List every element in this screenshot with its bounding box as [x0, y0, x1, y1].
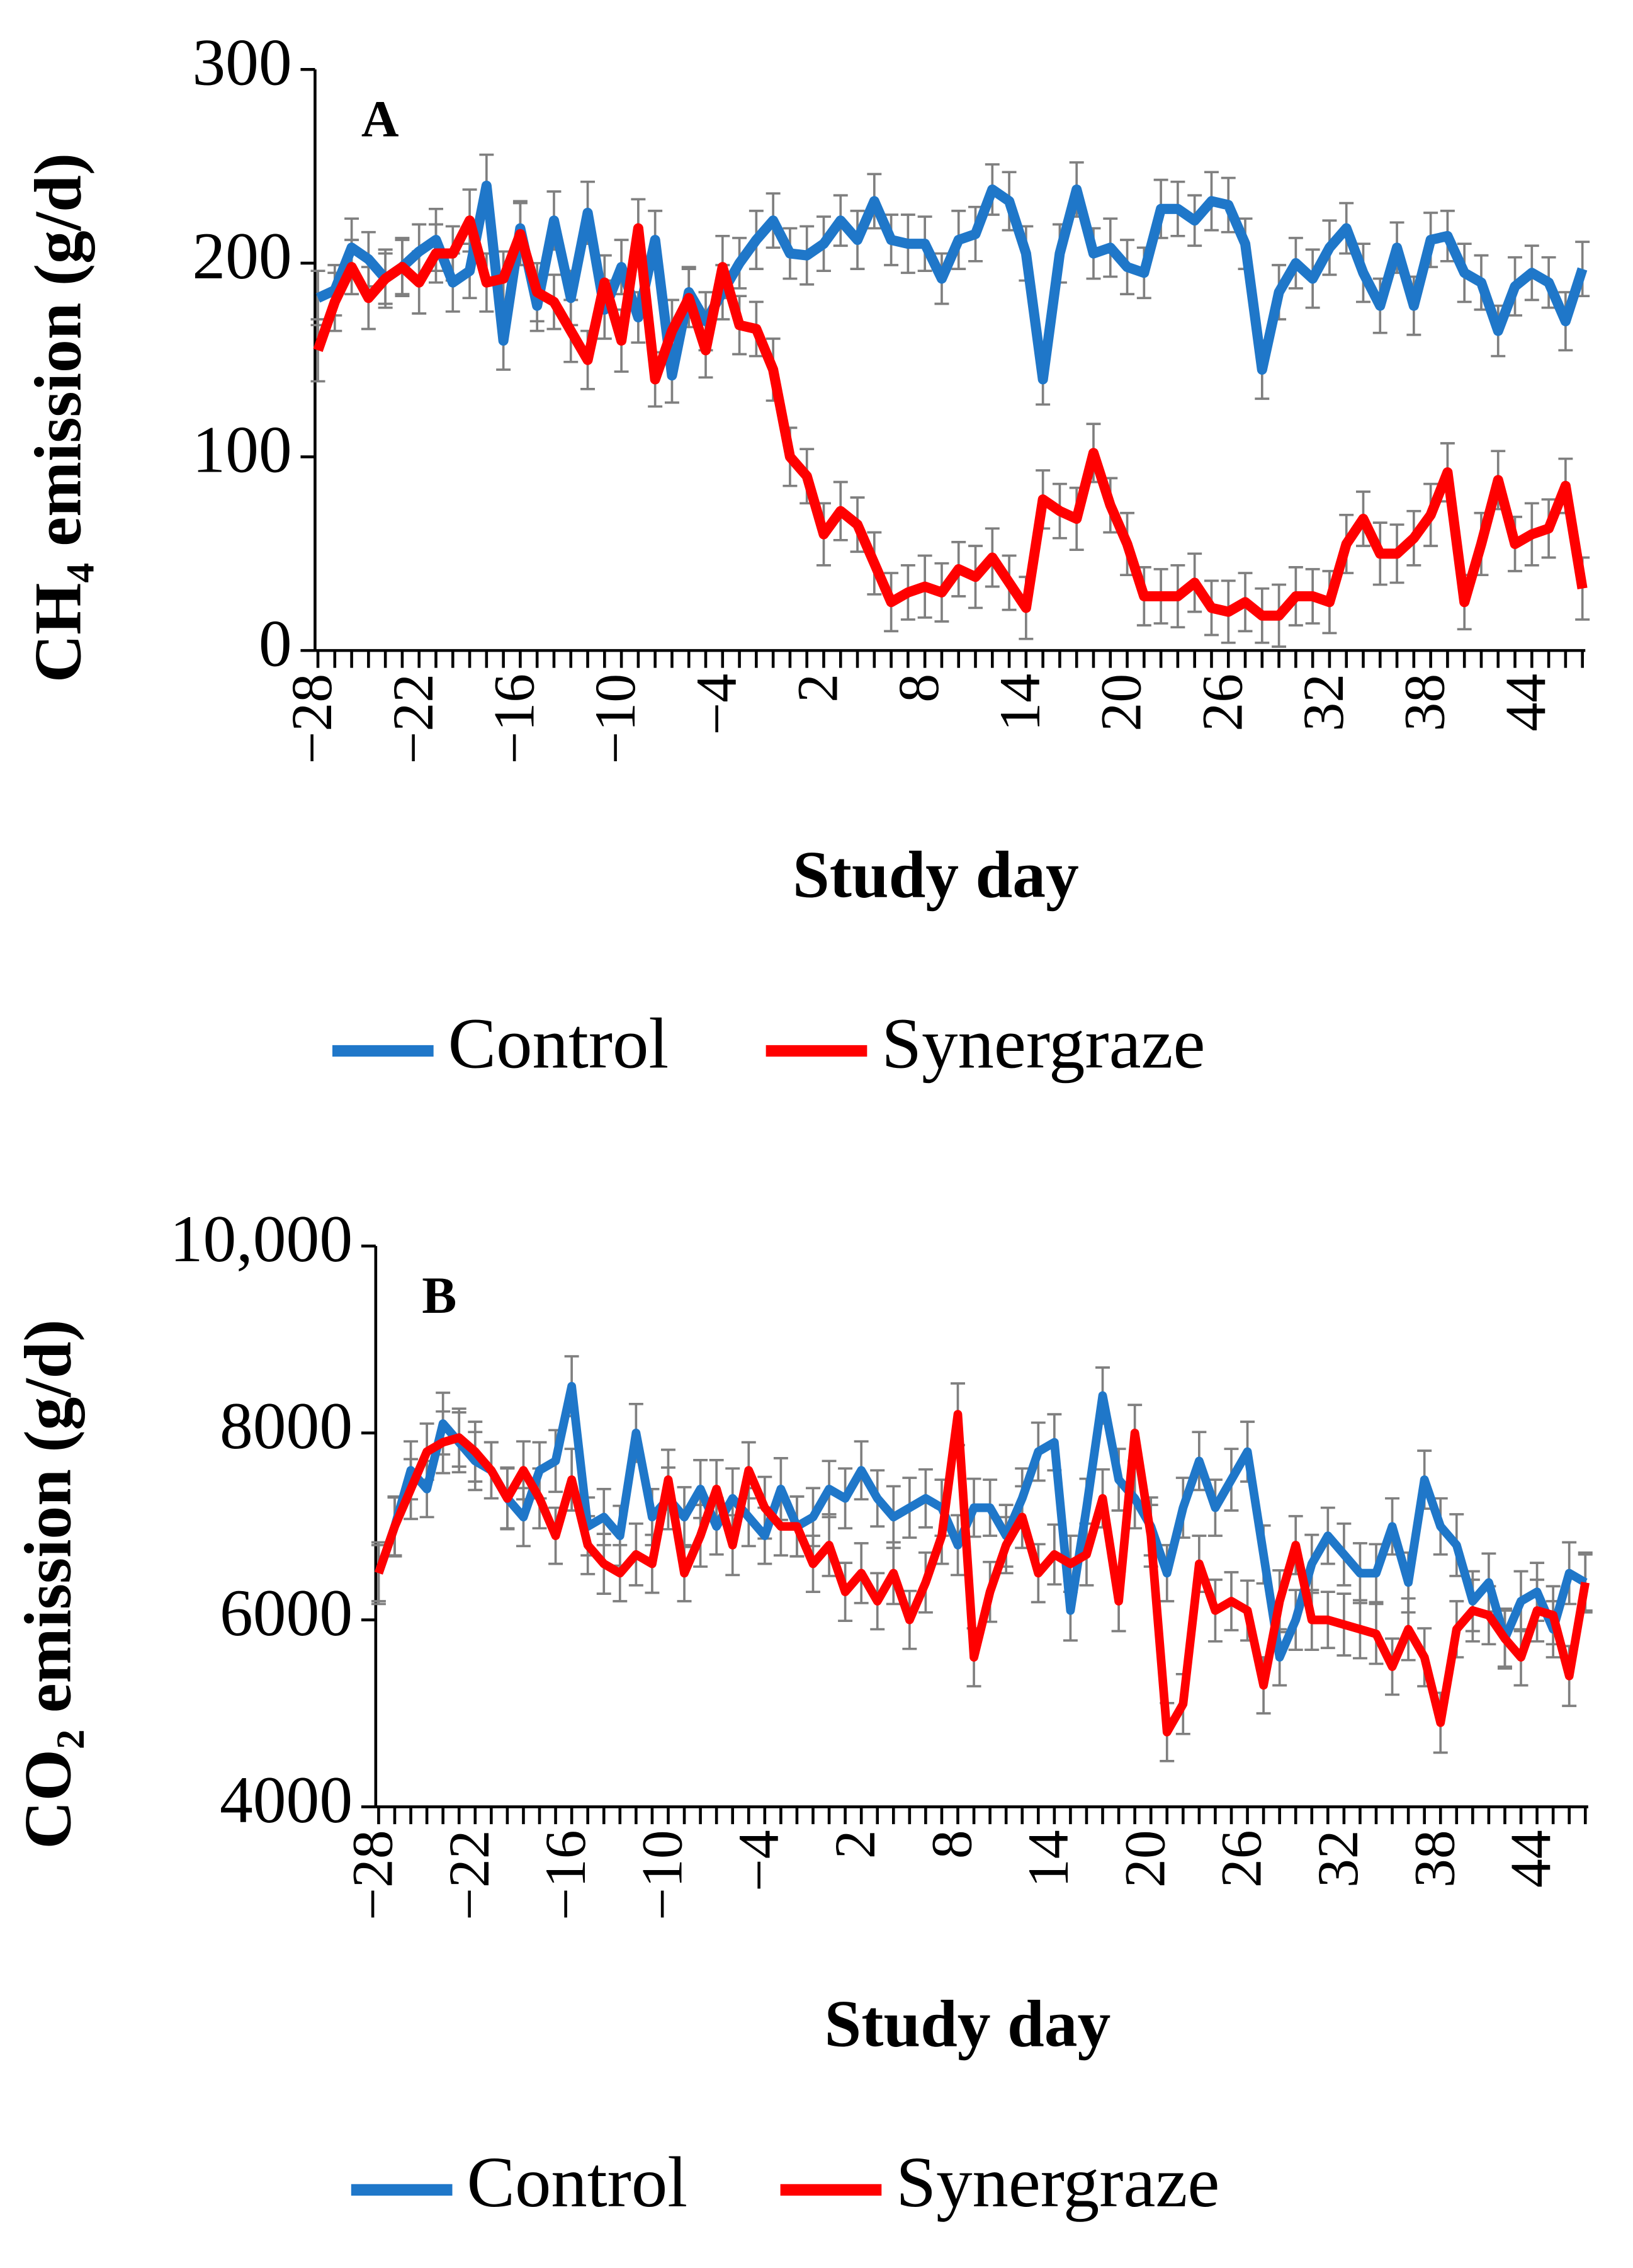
x-tick-label: 2 — [823, 1830, 887, 1859]
x-tick-label: −28 — [341, 1830, 405, 1920]
x-tick-label: 20 — [1112, 1830, 1177, 1888]
panel-label: A — [361, 90, 399, 148]
x-tick-label: 2 — [786, 674, 850, 703]
y-tick-label: 100 — [192, 413, 291, 487]
x-tick-label: −4 — [684, 674, 749, 735]
y-tick-label: 4000 — [220, 1763, 353, 1837]
y-tick-label: 10,000 — [170, 1202, 353, 1276]
x-tick-label: −4 — [726, 1830, 791, 1891]
x-tick-label: 32 — [1291, 674, 1355, 732]
y-tick-label: 8000 — [220, 1389, 353, 1463]
x-tick-label: 38 — [1402, 1830, 1466, 1888]
series-line — [374, 1381, 1588, 1662]
y-axis-label: CO₂ emission (g/d) — [11, 1320, 84, 1849]
x-tick-label: 32 — [1306, 1830, 1370, 1888]
x-tick-label: 44 — [1493, 674, 1557, 732]
x-tick-label: −16 — [482, 674, 546, 764]
legend-label: Synergraze — [881, 1003, 1205, 1083]
x-tick-label: −22 — [381, 674, 445, 764]
x-axis-label: Study day — [824, 1987, 1110, 2061]
legend-label: Synergraze — [896, 2142, 1219, 2222]
legend-label: Control — [466, 2142, 687, 2222]
series-line — [315, 180, 1588, 385]
panel-label: B — [422, 1266, 456, 1324]
x-tick-label: 8 — [886, 674, 951, 703]
x-axis-label: Study day — [793, 838, 1079, 912]
y-tick-label: 300 — [192, 26, 291, 99]
x-tick-label: 14 — [1016, 1830, 1080, 1888]
x-tick-label: 44 — [1499, 1830, 1563, 1888]
y-tick-label: 200 — [192, 219, 291, 293]
x-tick-label: 38 — [1393, 674, 1457, 732]
y-axis-label: CH₄ emission (g/d) — [21, 153, 95, 683]
y-tick-label: 0 — [259, 606, 292, 680]
x-tick-label: −22 — [437, 1830, 501, 1920]
legend-label: Control — [448, 1003, 669, 1083]
x-tick-label: 26 — [1209, 1830, 1274, 1888]
x-tick-label: 8 — [920, 1830, 984, 1859]
x-tick-label: −28 — [280, 674, 344, 764]
x-tick-label: 14 — [988, 674, 1052, 732]
x-tick-label: 20 — [1089, 674, 1153, 732]
x-tick-label: 26 — [1190, 674, 1254, 732]
series-line — [374, 1410, 1590, 1737]
x-tick-label: −10 — [630, 1830, 694, 1920]
y-tick-label: 6000 — [220, 1576, 353, 1650]
x-tick-label: −16 — [533, 1830, 597, 1920]
series-line — [313, 215, 1588, 621]
x-tick-label: −10 — [583, 674, 647, 764]
